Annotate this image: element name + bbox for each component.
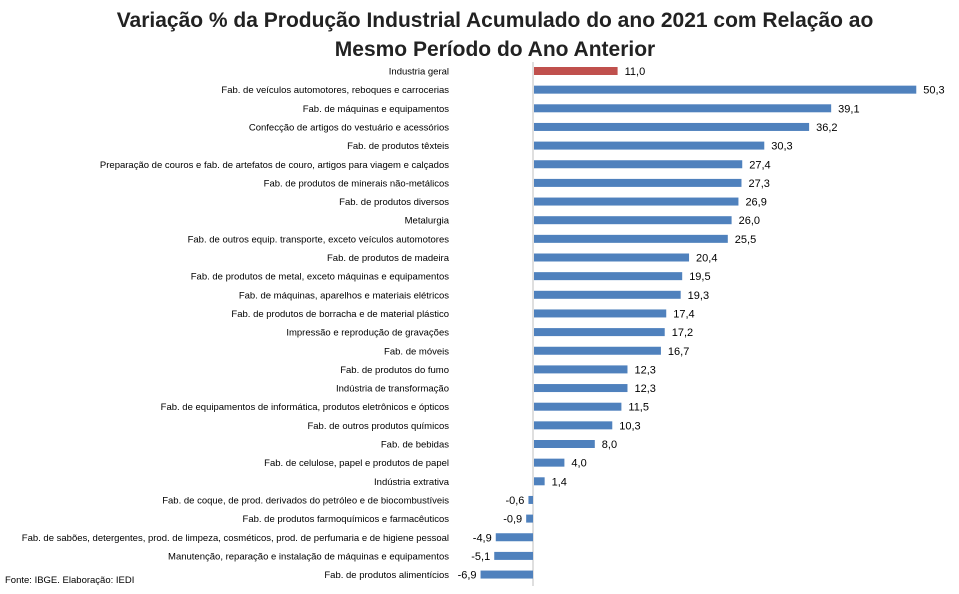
bar	[534, 458, 565, 467]
bar	[534, 85, 917, 94]
bar	[534, 104, 832, 113]
category-label: Fab. de coque, de prod. derivados do pet…	[162, 495, 449, 506]
bar	[534, 122, 810, 131]
value-label: 17,4	[673, 308, 694, 320]
source-note: Fonte: IBGE. Elaboração: IEDI	[5, 575, 135, 586]
category-label: Fab. de produtos do fumo	[340, 365, 449, 376]
value-label: 10,3	[619, 420, 640, 432]
bar	[534, 421, 613, 430]
value-label: 25,5	[735, 234, 756, 246]
value-label: -5,1	[471, 551, 490, 563]
bar	[534, 477, 545, 486]
value-label: 27,4	[749, 159, 770, 171]
value-label: 19,5	[689, 271, 710, 283]
bar	[526, 514, 533, 523]
category-label: Fab. de sabões, detergentes, prod. de li…	[22, 533, 449, 544]
value-label: 11,5	[628, 402, 649, 414]
value-label: 12,3	[634, 364, 655, 376]
bar	[534, 290, 681, 299]
category-label: Fab. de produtos diversos	[339, 197, 449, 208]
value-label: 1,4	[552, 476, 567, 488]
category-label: Confecção de artigos do vestuário e aces…	[249, 122, 449, 133]
value-label: 26,0	[739, 215, 760, 227]
value-label: 16,7	[668, 346, 689, 358]
bar	[534, 160, 743, 169]
bar	[534, 234, 728, 243]
chart-title: Variação % da Produção Industrial Acumul…	[0, 6, 959, 64]
chart-title-line-1: Variação % da Produção Industrial Acumul…	[116, 9, 874, 32]
category-label: Fab. de celulose, papel e produtos de pa…	[264, 458, 449, 469]
category-label: Fab. de bebidas	[381, 440, 449, 451]
category-label: Fab. de produtos alimentícios	[324, 570, 449, 581]
category-label: Fab. de máquinas e equipamentos	[303, 104, 450, 115]
value-label: 17,2	[672, 327, 693, 339]
value-label: 39,1	[838, 103, 859, 115]
category-label: Indústria extrativa	[374, 477, 450, 488]
bar	[534, 440, 595, 448]
chart-title-line-2: Mesmo Período do Ano Anterior	[334, 38, 656, 61]
category-label: Preparação de couros e fab. de artefatos…	[100, 160, 449, 171]
category-label: Fab. de produtos de metal, exceto máquin…	[191, 272, 449, 283]
bar	[534, 216, 732, 225]
category-label: Fab. de equipamentos de informática, pro…	[161, 402, 450, 413]
bar	[534, 328, 665, 337]
bar	[534, 178, 742, 187]
category-label: Fab. de outros produtos químicos	[307, 421, 449, 432]
category-label: Fab. de móveis	[384, 346, 449, 357]
category-label: Fab. de máquinas, aparelhos e materiais …	[239, 290, 449, 301]
bar	[534, 309, 667, 318]
bar	[534, 365, 628, 374]
category-label: Metalurgia	[405, 216, 450, 227]
bar	[480, 570, 533, 579]
bar	[534, 253, 690, 262]
bar	[534, 272, 683, 281]
value-label: -6,9	[458, 570, 477, 582]
category-label: Manutenção, reparação e instalação de má…	[168, 551, 449, 562]
value-label: 26,9	[745, 197, 766, 209]
category-label: Fab. de produtos têxteis	[347, 141, 449, 152]
bar	[534, 346, 661, 355]
value-label: 30,3	[771, 141, 792, 153]
category-label: Fab. de outros equip. transporte, exceto…	[188, 234, 450, 245]
value-label: -0,9	[503, 514, 522, 526]
value-label: 50,3	[923, 85, 944, 97]
category-label: Fab. de produtos de madeira	[327, 253, 450, 264]
category-label: Fab. de veículos automotores, reboques e…	[221, 85, 449, 96]
value-label: 4,0	[571, 458, 586, 470]
value-label: 12,3	[634, 383, 655, 395]
value-label: 11,0	[625, 66, 646, 78]
category-label: Industria geral	[389, 67, 449, 78]
value-label: 19,3	[688, 290, 709, 302]
value-label: 36,2	[816, 122, 837, 134]
value-label: 20,4	[696, 253, 717, 265]
category-label: Fab. de produtos farmoquímicos e farmacê…	[243, 514, 450, 525]
bar	[534, 141, 765, 150]
value-label: 8,0	[602, 439, 617, 451]
value-label: 27,3	[748, 178, 769, 190]
category-label: Fab. de produtos de borracha e de materi…	[231, 309, 449, 320]
bar	[534, 67, 618, 75]
category-label: Indústria de transformação	[336, 384, 449, 395]
bar	[528, 495, 533, 504]
category-label: Impressão e reprodução de gravações	[286, 328, 449, 339]
value-label: -4,9	[473, 532, 492, 544]
bar	[534, 384, 628, 393]
category-label: Fab. de produtos de minerais não-metálic…	[264, 178, 450, 189]
bar	[534, 197, 739, 206]
bar	[494, 551, 533, 560]
bar	[495, 533, 533, 542]
value-label: -0,6	[505, 495, 524, 507]
bar	[534, 402, 622, 411]
